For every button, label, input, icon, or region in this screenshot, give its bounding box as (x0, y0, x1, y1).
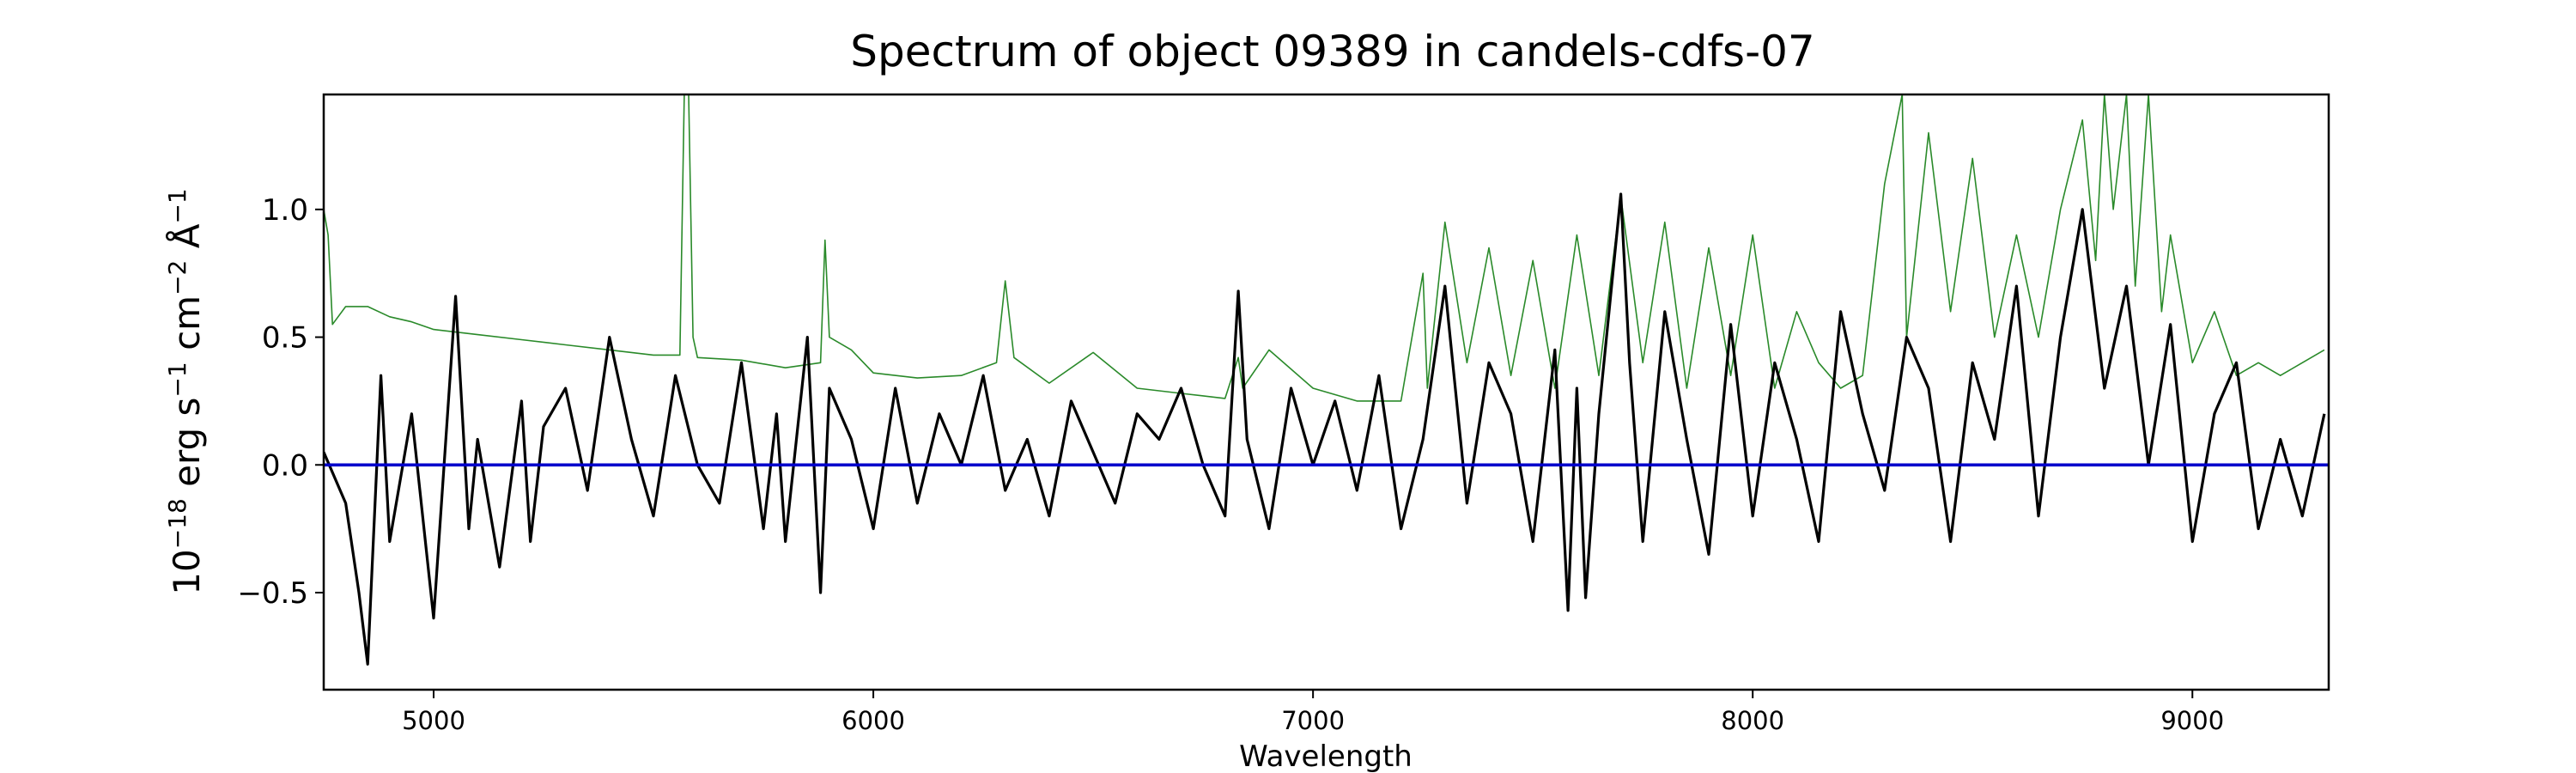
y-label-erg: erg s (166, 398, 208, 499)
y-tick-label: 1.0 (262, 193, 308, 228)
tick-marks: 5000 6000 7000 8000 9000 −0.5 0.0 0.5 1.0 (237, 193, 2224, 735)
x-tick-label: 9000 (2160, 706, 2224, 735)
y-label-exp3: −2 (163, 260, 191, 295)
y-label-exp1: −18 (163, 498, 191, 549)
plot-area (324, 94, 2329, 666)
y-label-base: 10 (166, 549, 208, 594)
y-label-cm: cm (166, 295, 208, 362)
chart-title: Spectrum of object 09389 in candels-cdfs… (850, 27, 1815, 76)
x-tick-label: 7000 (1281, 706, 1345, 735)
y-tick-label: −0.5 (237, 576, 308, 611)
x-tick-label: 6000 (841, 706, 905, 735)
plot-frame (322, 93, 2330, 691)
x-axis-label: Wavelength (1239, 740, 1413, 773)
y-tick-label: 0.0 (262, 448, 308, 483)
error-series-line (324, 94, 2325, 402)
y-label-ang: Å (165, 223, 208, 259)
x-tick-label: 8000 (1721, 706, 1784, 735)
flux-series-line (324, 192, 2326, 666)
x-tick-label: 5000 (402, 706, 465, 735)
y-label-exp4: −1 (163, 188, 191, 223)
y-label-exp2: −1 (163, 362, 191, 397)
y-tick-label: 0.5 (262, 321, 308, 356)
y-axis-label: 10−18 erg s−1 cm−2 Å−1 (163, 188, 209, 594)
